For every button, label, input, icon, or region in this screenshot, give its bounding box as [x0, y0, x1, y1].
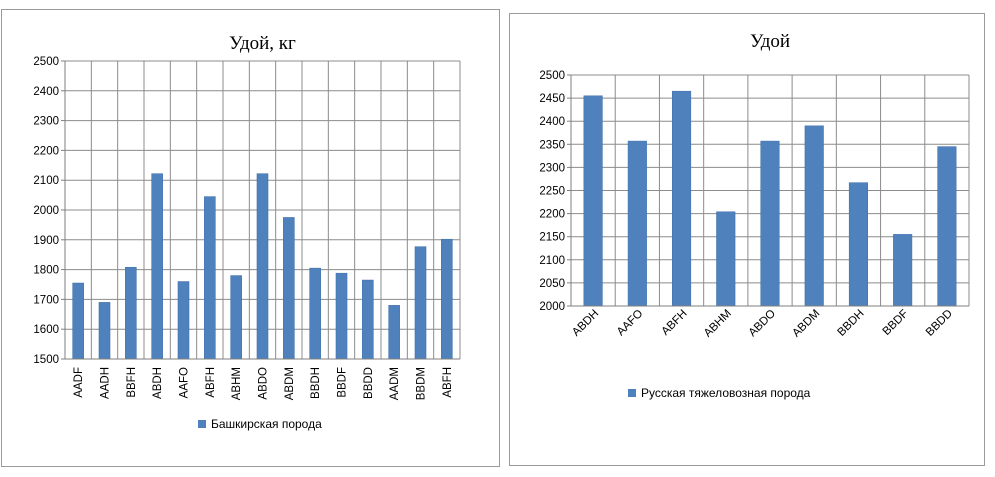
x-tick-label: ABDH — [570, 308, 601, 339]
y-tick-label: 2300 — [539, 162, 565, 174]
bar-aafo — [627, 140, 647, 307]
bar-abhm — [230, 275, 242, 360]
x-tick-label: BBDM — [416, 367, 428, 400]
x-tick-label: ABHM — [231, 367, 243, 400]
y-tick-label: 2400 — [539, 116, 565, 128]
bar-bbdf — [893, 234, 913, 307]
y-tick-label: 2000 — [33, 205, 59, 217]
x-tick-label: BBDF — [881, 308, 911, 338]
y-tick-label: 2400 — [33, 86, 59, 98]
x-tick-label: ABDM — [790, 308, 822, 340]
chart-right-svg: Удой 2000 2050 2100 2150 2200 2250 2300 2350 2400… — [539, 31, 970, 400]
y-tick-label: 2500 — [33, 56, 59, 68]
x-tick-label: BBDH — [835, 308, 866, 339]
y-tick-label: 2200 — [33, 145, 59, 157]
x-tick-label: AAFO — [179, 367, 191, 398]
y-tick-label: 2200 — [539, 209, 565, 221]
x-tick-label: ABHM — [702, 308, 734, 340]
y-tick-label: 1600 — [33, 324, 59, 336]
x-tick-label: AADH — [100, 367, 112, 399]
x-tick-label: AAFO — [615, 308, 646, 339]
bar-aadh — [98, 302, 111, 360]
y-tick-label: 2450 — [539, 93, 565, 105]
chart-panel-left: Удой, кг 1500 1600 1700 1800 1900 2000 2100 2200… — [1, 9, 500, 467]
bar-abdh — [151, 173, 163, 360]
y-tick-label: 2100 — [33, 175, 59, 187]
x-tick-label: BBDD — [924, 308, 955, 339]
legend-label: Башкирская порода — [211, 417, 322, 431]
x-tick-label: BBDH — [310, 367, 322, 399]
y-tick-label: 1500 — [33, 354, 59, 366]
bar-abfh — [204, 196, 216, 360]
y-tick-label: 2050 — [539, 278, 565, 290]
chart-left-svg: Удой, кг 1500 1600 1700 1800 1900 2000 2100 2200… — [33, 33, 461, 431]
legend-label: Русская тяжеловозная порода — [641, 386, 811, 400]
y-tick-label: 2300 — [33, 116, 59, 128]
bar-bbdh — [309, 267, 321, 360]
bar-bbdh — [848, 182, 868, 307]
bar-abfh — [672, 90, 692, 307]
x-tick-label: ABFH — [660, 308, 690, 338]
y-tick-label: 2000 — [539, 301, 565, 313]
y-tick-label: 2350 — [539, 139, 565, 151]
bar-abdm — [804, 125, 824, 307]
bar-aadf — [72, 282, 84, 360]
x-tick-label: AADF — [73, 367, 85, 398]
chart-title: Удой — [750, 31, 790, 52]
x-tick-label: ABDM — [284, 367, 296, 400]
bar-bbdd — [362, 279, 374, 360]
bar-abdm — [283, 217, 295, 360]
legend-swatch — [198, 420, 206, 428]
x-tick-label: AADM — [389, 367, 401, 400]
y-tick-label: 2100 — [539, 255, 565, 267]
y-tick-label: 1700 — [33, 294, 59, 306]
chart-title: Удой, кг — [229, 33, 296, 54]
chart-panel-right: Удой 2000 2050 2100 2150 2200 2250 2300 2350 2400… — [509, 13, 985, 466]
bar-abfh — [441, 238, 453, 360]
y-tick-label: 1800 — [33, 265, 59, 277]
bar-aadm — [388, 305, 400, 360]
x-tick-label: BBDF — [337, 367, 349, 398]
bar-aafo — [177, 281, 190, 360]
x-tick-label: ABFH — [442, 367, 454, 398]
x-tick-label: ABDO — [747, 308, 779, 340]
x-tick-label: ABDH — [152, 367, 164, 399]
bar-abdo — [760, 140, 780, 307]
x-tick-label: ABDO — [258, 367, 270, 400]
y-tick-label: 2500 — [539, 70, 565, 82]
x-tick-label: ABFH — [205, 367, 217, 398]
y-tick-label: 2150 — [539, 232, 565, 244]
legend-swatch — [628, 389, 636, 397]
x-tick-label: BBFH — [126, 367, 138, 398]
bar-bbfh — [125, 266, 137, 360]
bar-bbdf — [335, 272, 348, 360]
y-tick-label: 1900 — [33, 235, 59, 247]
bar-abdh — [583, 95, 603, 307]
bar-bbdm — [414, 246, 427, 360]
bar-abdo — [256, 173, 269, 360]
bar-abhm — [716, 211, 736, 307]
x-tick-label: BBDD — [363, 367, 375, 399]
y-tick-label: 2250 — [539, 186, 565, 198]
bar-bbdd — [937, 146, 957, 307]
